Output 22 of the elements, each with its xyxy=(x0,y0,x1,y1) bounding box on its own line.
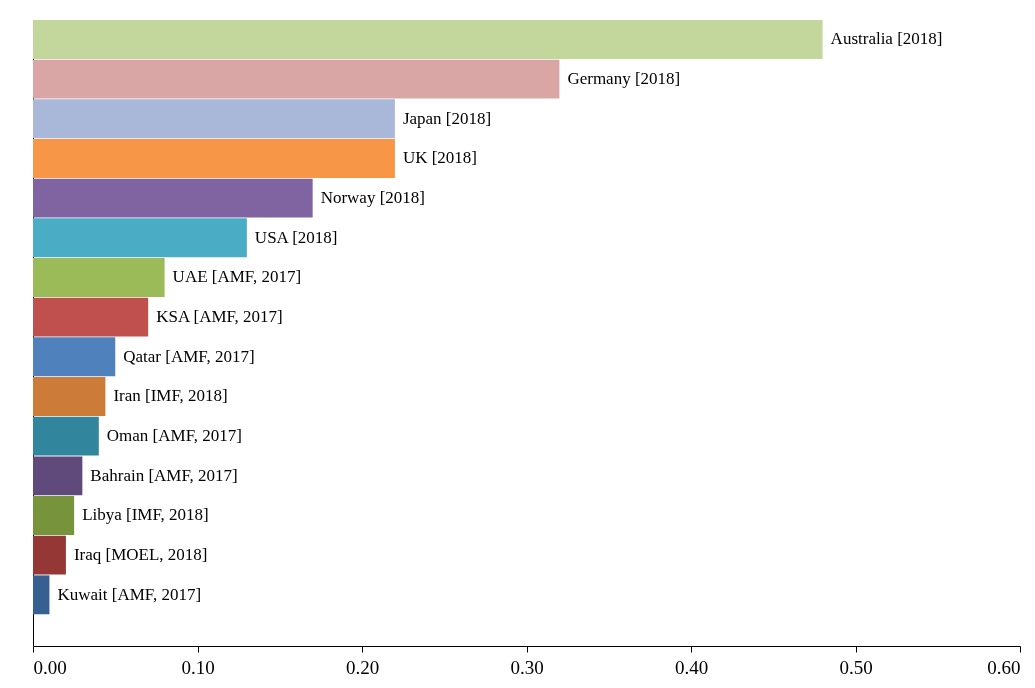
y-tick-label: UAE [AMF, 2017] xyxy=(172,267,302,287)
y-tick-label: Australia [2018] xyxy=(830,29,943,49)
x-tick-label: 0.50 xyxy=(839,656,873,678)
y-tick-label: UK [2018] xyxy=(402,148,478,168)
y-tick-label: Germany [2018] xyxy=(567,69,681,89)
y-tick-label: Kuwait [AMF, 2017] xyxy=(57,584,202,604)
x-tick-label: 0.60 xyxy=(987,656,1021,678)
x-tick-label: 0.10 xyxy=(181,656,215,678)
y-tick-label: Qatar [AMF, 2017] xyxy=(123,346,255,366)
x-tick-label: 0.40 xyxy=(674,656,709,678)
y-tick-label: USA [2018] xyxy=(254,227,338,247)
y-tick-label: Oman [AMF, 2017] xyxy=(106,426,242,446)
x-tick-label: 0.00 xyxy=(33,656,67,678)
y-tick-label: KSA [AMF, 2017] xyxy=(156,307,283,327)
y-tick-label: Norway [2018] xyxy=(320,188,425,208)
y-tick-label: Iraq [MOEL, 2018] xyxy=(73,545,208,565)
y-tick-label: Japan [2018] xyxy=(402,108,492,128)
x-tick-label: 0.30 xyxy=(510,656,544,678)
y-tick-label: Bahrain [AMF, 2017] xyxy=(90,465,238,485)
x-tick-label: 0.20 xyxy=(345,656,380,678)
y-tick-label: Libya [IMF, 2018] xyxy=(82,505,209,525)
y-tick-label: Iran [IMF, 2018] xyxy=(113,386,228,406)
